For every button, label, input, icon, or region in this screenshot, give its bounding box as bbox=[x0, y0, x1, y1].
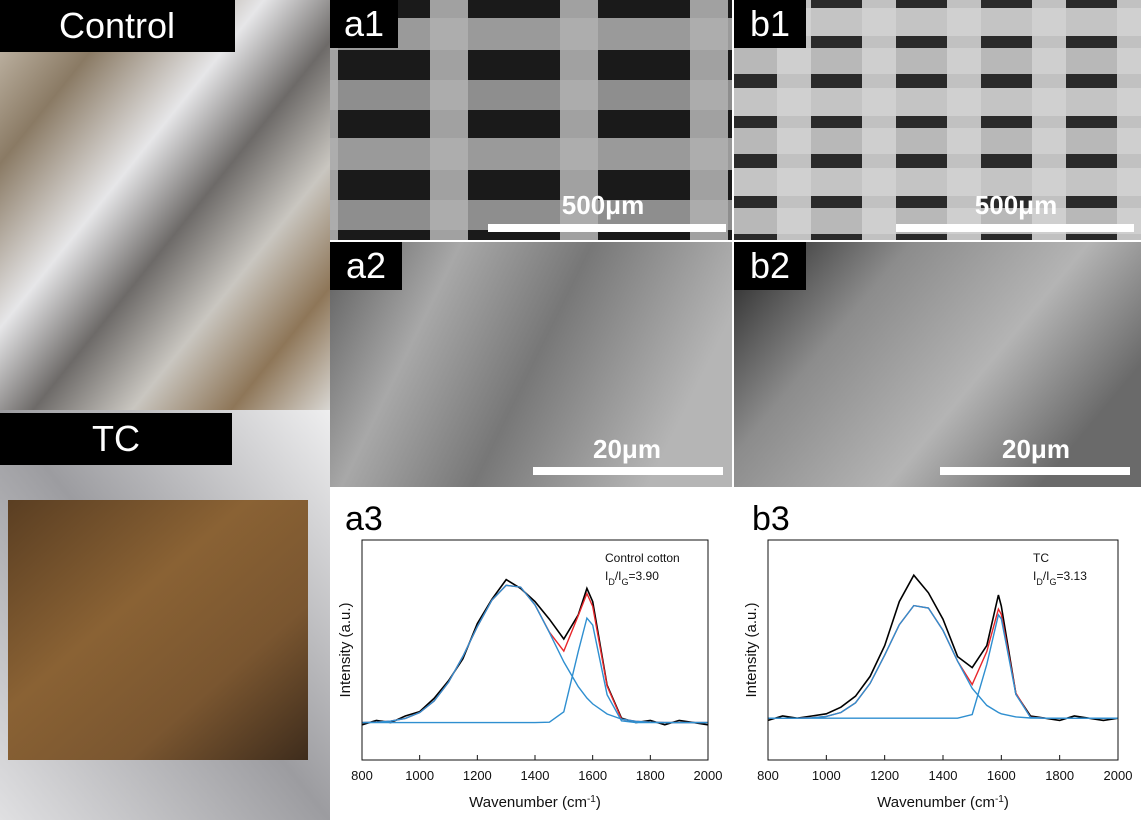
scale-label: 500μm bbox=[562, 190, 644, 220]
x-tick-label: 1600 bbox=[578, 768, 607, 783]
scale-label: 500μm bbox=[975, 190, 1057, 220]
ratio-part: I bbox=[605, 569, 608, 583]
x-tick-label: 1000 bbox=[812, 768, 841, 783]
x-tick-label: 2000 bbox=[1104, 768, 1133, 783]
x-axis-label-part: -1 bbox=[995, 794, 1004, 805]
spectrum-line bbox=[361, 578, 709, 726]
x-tick-label: 1400 bbox=[929, 768, 958, 783]
label-bg bbox=[0, 0, 235, 52]
x-axis-label-part: ) bbox=[1004, 794, 1009, 811]
panel-label: b1 bbox=[750, 3, 790, 44]
panel-label: TC bbox=[92, 418, 140, 459]
x-axis-label: Wavenumber (cm-1) bbox=[469, 794, 601, 812]
ratio-annotation: ID/IG=3.90 bbox=[605, 569, 659, 587]
panel-label: a3 bbox=[345, 500, 383, 538]
panel-label: a2 bbox=[346, 245, 386, 286]
ratio-part: G bbox=[1050, 577, 1057, 587]
panel-label: a1 bbox=[344, 3, 384, 44]
scale-bar bbox=[488, 224, 726, 232]
x-axis-label-part: ) bbox=[596, 794, 601, 811]
ratio-part: G bbox=[622, 577, 629, 587]
panel-label: b2 bbox=[750, 245, 790, 286]
spectrum-line bbox=[768, 604, 1118, 719]
label-bg bbox=[734, 0, 806, 48]
scale-bar bbox=[940, 467, 1130, 475]
panel-label: Control bbox=[59, 5, 175, 46]
label-bg bbox=[330, 242, 402, 290]
y-axis-label: Intensity (a.u.) bbox=[743, 602, 760, 697]
annotation: TC bbox=[1033, 551, 1049, 565]
ratio-part: =3.90 bbox=[629, 569, 660, 583]
ratio-part: /I bbox=[615, 569, 622, 583]
label-bg bbox=[734, 242, 806, 290]
y-axis-label: Intensity (a.u.) bbox=[337, 602, 354, 697]
x-tick-label: 1400 bbox=[521, 768, 550, 783]
x-tick-label: 800 bbox=[757, 768, 779, 783]
annotation: Control cotton bbox=[605, 551, 680, 565]
spectrum-line bbox=[768, 604, 1118, 719]
scale-bar bbox=[533, 467, 723, 475]
spectrum-line bbox=[362, 616, 708, 724]
ratio-part: D bbox=[608, 577, 615, 587]
scale-bar bbox=[896, 224, 1134, 232]
spectrum-line bbox=[767, 573, 1119, 722]
x-tick-label: 1600 bbox=[987, 768, 1016, 783]
x-axis-label-part: Wavenumber (cm bbox=[877, 794, 995, 811]
x-tick-label: 2000 bbox=[694, 768, 723, 783]
x-tick-label: 1800 bbox=[636, 768, 665, 783]
label-bg bbox=[330, 0, 398, 48]
x-tick-label: 1200 bbox=[463, 768, 492, 783]
scale-label: 20μm bbox=[1002, 434, 1070, 464]
ratio-part: I bbox=[1033, 569, 1036, 583]
panel-label: b3 bbox=[752, 500, 790, 538]
x-tick-label: 1000 bbox=[405, 768, 434, 783]
x-tick-label: 1200 bbox=[870, 768, 899, 783]
ratio-part: /I bbox=[1043, 569, 1050, 583]
x-tick-label: 1800 bbox=[1045, 768, 1074, 783]
ratio-part: =3.13 bbox=[1057, 569, 1088, 583]
control-photo bbox=[0, 0, 330, 410]
x-axis-label-part: Wavenumber (cm bbox=[469, 794, 587, 811]
scale-label: 20μm bbox=[593, 434, 661, 464]
ratio-part: D bbox=[1036, 577, 1043, 587]
label-bg bbox=[0, 413, 232, 465]
ratio-annotation: ID/IG=3.13 bbox=[1033, 569, 1087, 587]
spectrum-line bbox=[361, 584, 708, 724]
x-axis-label: Wavenumber (cm-1) bbox=[877, 794, 1009, 812]
spectrum-line bbox=[768, 613, 1118, 719]
x-axis-label-part: -1 bbox=[587, 794, 596, 805]
tc-cloth bbox=[8, 500, 308, 760]
x-tick-label: 800 bbox=[351, 768, 373, 783]
